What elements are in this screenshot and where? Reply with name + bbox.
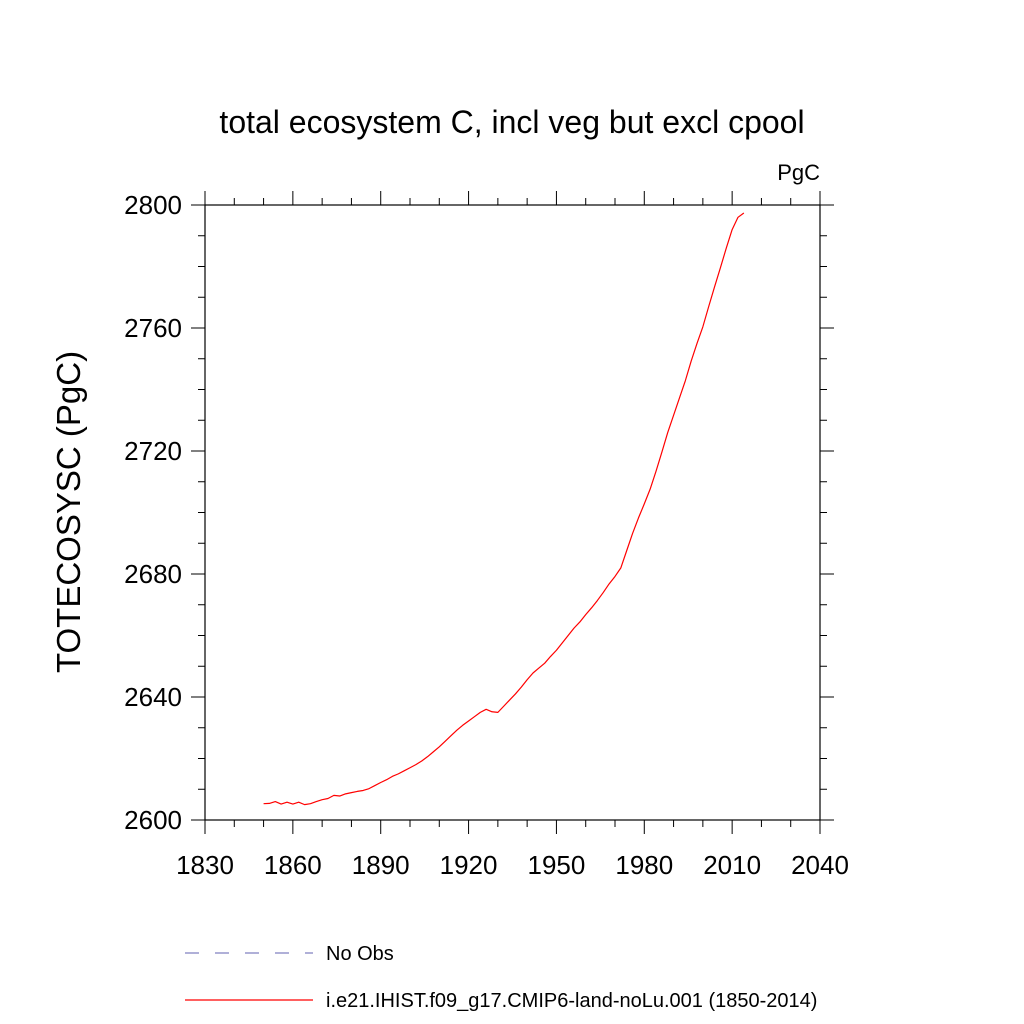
x-tick-label: 1950 (528, 850, 586, 880)
x-tick-label: 1920 (440, 850, 498, 880)
plot-area (204, 204, 821, 821)
x-tick-label: 1860 (264, 850, 322, 880)
x-tick-label: 1830 (176, 850, 234, 880)
x-tick-label: 2010 (703, 850, 761, 880)
y-tick-label: 2680 (124, 559, 182, 589)
x-tick-label: 1980 (615, 850, 673, 880)
axis-ticks (191, 191, 834, 834)
legend-label-2: i.e21.IHIST.f09_g17.CMIP6-land-noLu.001 … (326, 990, 817, 1012)
y-tick-label: 2760 (124, 313, 182, 343)
legend: No Obs i.e21.IHIST.f09_g17.CMIP6-land-noL… (185, 943, 817, 1012)
y-tick-label: 2720 (124, 436, 182, 466)
legend-label-1: No Obs (326, 943, 394, 965)
y-tick-label: 2640 (124, 682, 182, 712)
x-tick-label: 2040 (791, 850, 849, 880)
y-tick-label: 2800 (124, 190, 182, 220)
units-label: PgC (777, 160, 820, 185)
y-tick-label: 2600 (124, 805, 182, 835)
tick-labels: 1830 1860 1890 1920 1950 1980 2010 2040 2600 2640… (124, 190, 849, 880)
series-line-2 (263, 212, 745, 806)
series-lines (263, 212, 745, 806)
chart-title: total ecosystem C, incl veg but excl cpo… (219, 104, 804, 140)
plot-frame (204, 204, 821, 821)
x-tick-label: 1890 (352, 850, 410, 880)
y-axis-label: TOTECOSYSC (PgC) (50, 351, 87, 673)
